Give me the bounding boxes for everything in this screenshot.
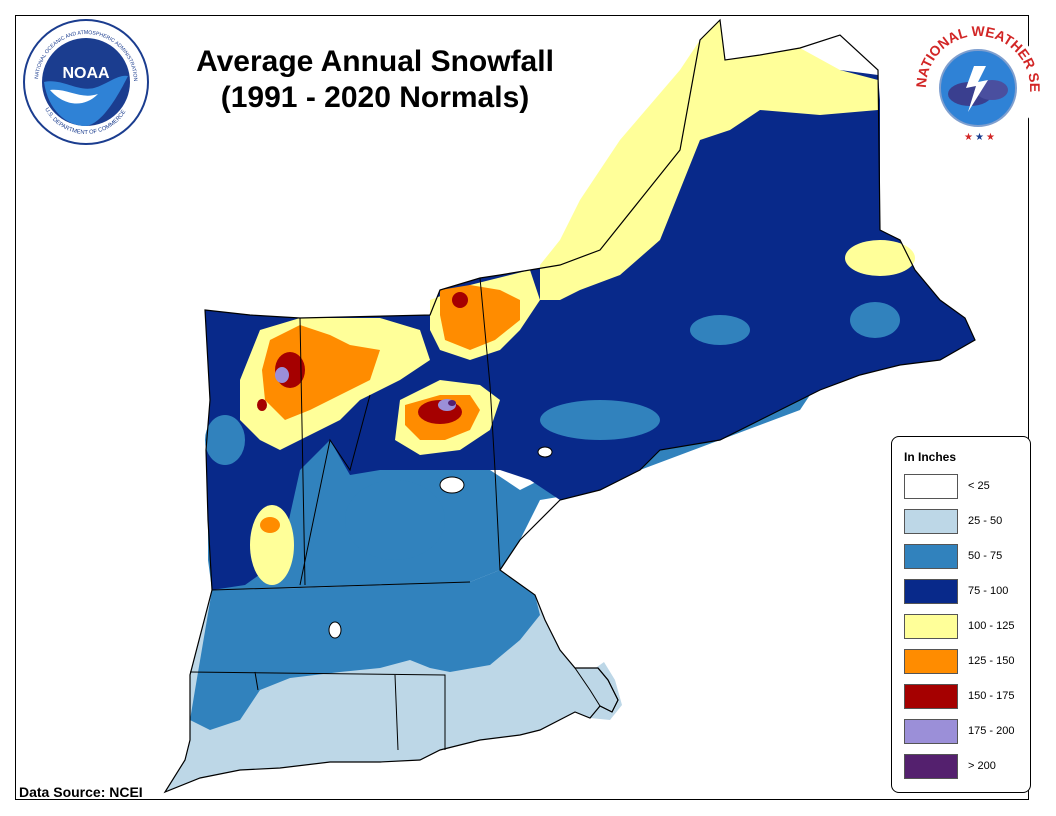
map-title: Average Annual Snowfall (1991 - 2020 Nor…	[150, 44, 600, 116]
data-source: Data Source: NCEI	[19, 784, 143, 800]
region-outline	[163, 18, 976, 794]
legend-item: > 200	[904, 754, 1029, 780]
legend-swatch	[904, 579, 958, 604]
legend-label: 175 - 200	[968, 725, 1015, 737]
legend-item: 75 - 100	[904, 579, 1029, 605]
title-line-1: Average Annual Snowfall	[196, 45, 554, 78]
legend: In Inches < 25 25 - 50 50 - 75 75 - 100 …	[891, 436, 1031, 793]
legend-swatch	[904, 649, 958, 674]
nws-logo: NATIONAL WEATHER SERVICE ★ ★ ★	[912, 16, 1043, 144]
legend-item: 50 - 75	[904, 544, 1029, 570]
legend-label: 50 - 75	[968, 550, 1003, 562]
legend-label: 125 - 150	[968, 655, 1015, 667]
legend-label: 150 - 175	[968, 690, 1015, 702]
legend-label: 100 - 125	[968, 620, 1015, 632]
legend-item: 125 - 150	[904, 649, 1029, 675]
noaa-logo: NOAA NATIONAL OCEANIC AND ATMOSPHERIC AD…	[23, 19, 149, 145]
legend-swatch	[904, 544, 958, 569]
star-icon: ★	[986, 132, 995, 143]
region-50-75-south	[190, 570, 540, 730]
legend-swatch	[904, 754, 958, 779]
legend-item: 100 - 125	[904, 614, 1029, 640]
legend-swatch	[904, 614, 958, 639]
title-line-2: (1991 - 2020 Normals)	[220, 81, 530, 114]
noaa-center-text: NOAA	[62, 65, 110, 82]
state-boundaries	[189, 277, 501, 751]
legend-label: 75 - 100	[968, 585, 1009, 597]
legend-swatch	[904, 474, 958, 499]
star-icon: ★	[975, 132, 984, 143]
legend-item: 175 - 200	[904, 719, 1029, 745]
legend-swatch	[904, 684, 958, 709]
legend-item: < 25	[904, 474, 1029, 500]
legend-label: 25 - 50	[968, 515, 1003, 527]
legend-swatch	[904, 719, 958, 744]
region-100-125-maine	[540, 20, 878, 300]
legend-item: 150 - 175	[904, 684, 1029, 710]
region-75-100	[205, 70, 975, 590]
region-125-150	[262, 325, 380, 420]
legend-label: < 25	[968, 480, 990, 492]
star-icon: ★	[964, 132, 973, 143]
legend-swatch	[904, 509, 958, 534]
legend-item: 25 - 50	[904, 509, 1029, 535]
legend-label: > 200	[968, 760, 996, 772]
legend-title: In Inches	[904, 450, 957, 464]
